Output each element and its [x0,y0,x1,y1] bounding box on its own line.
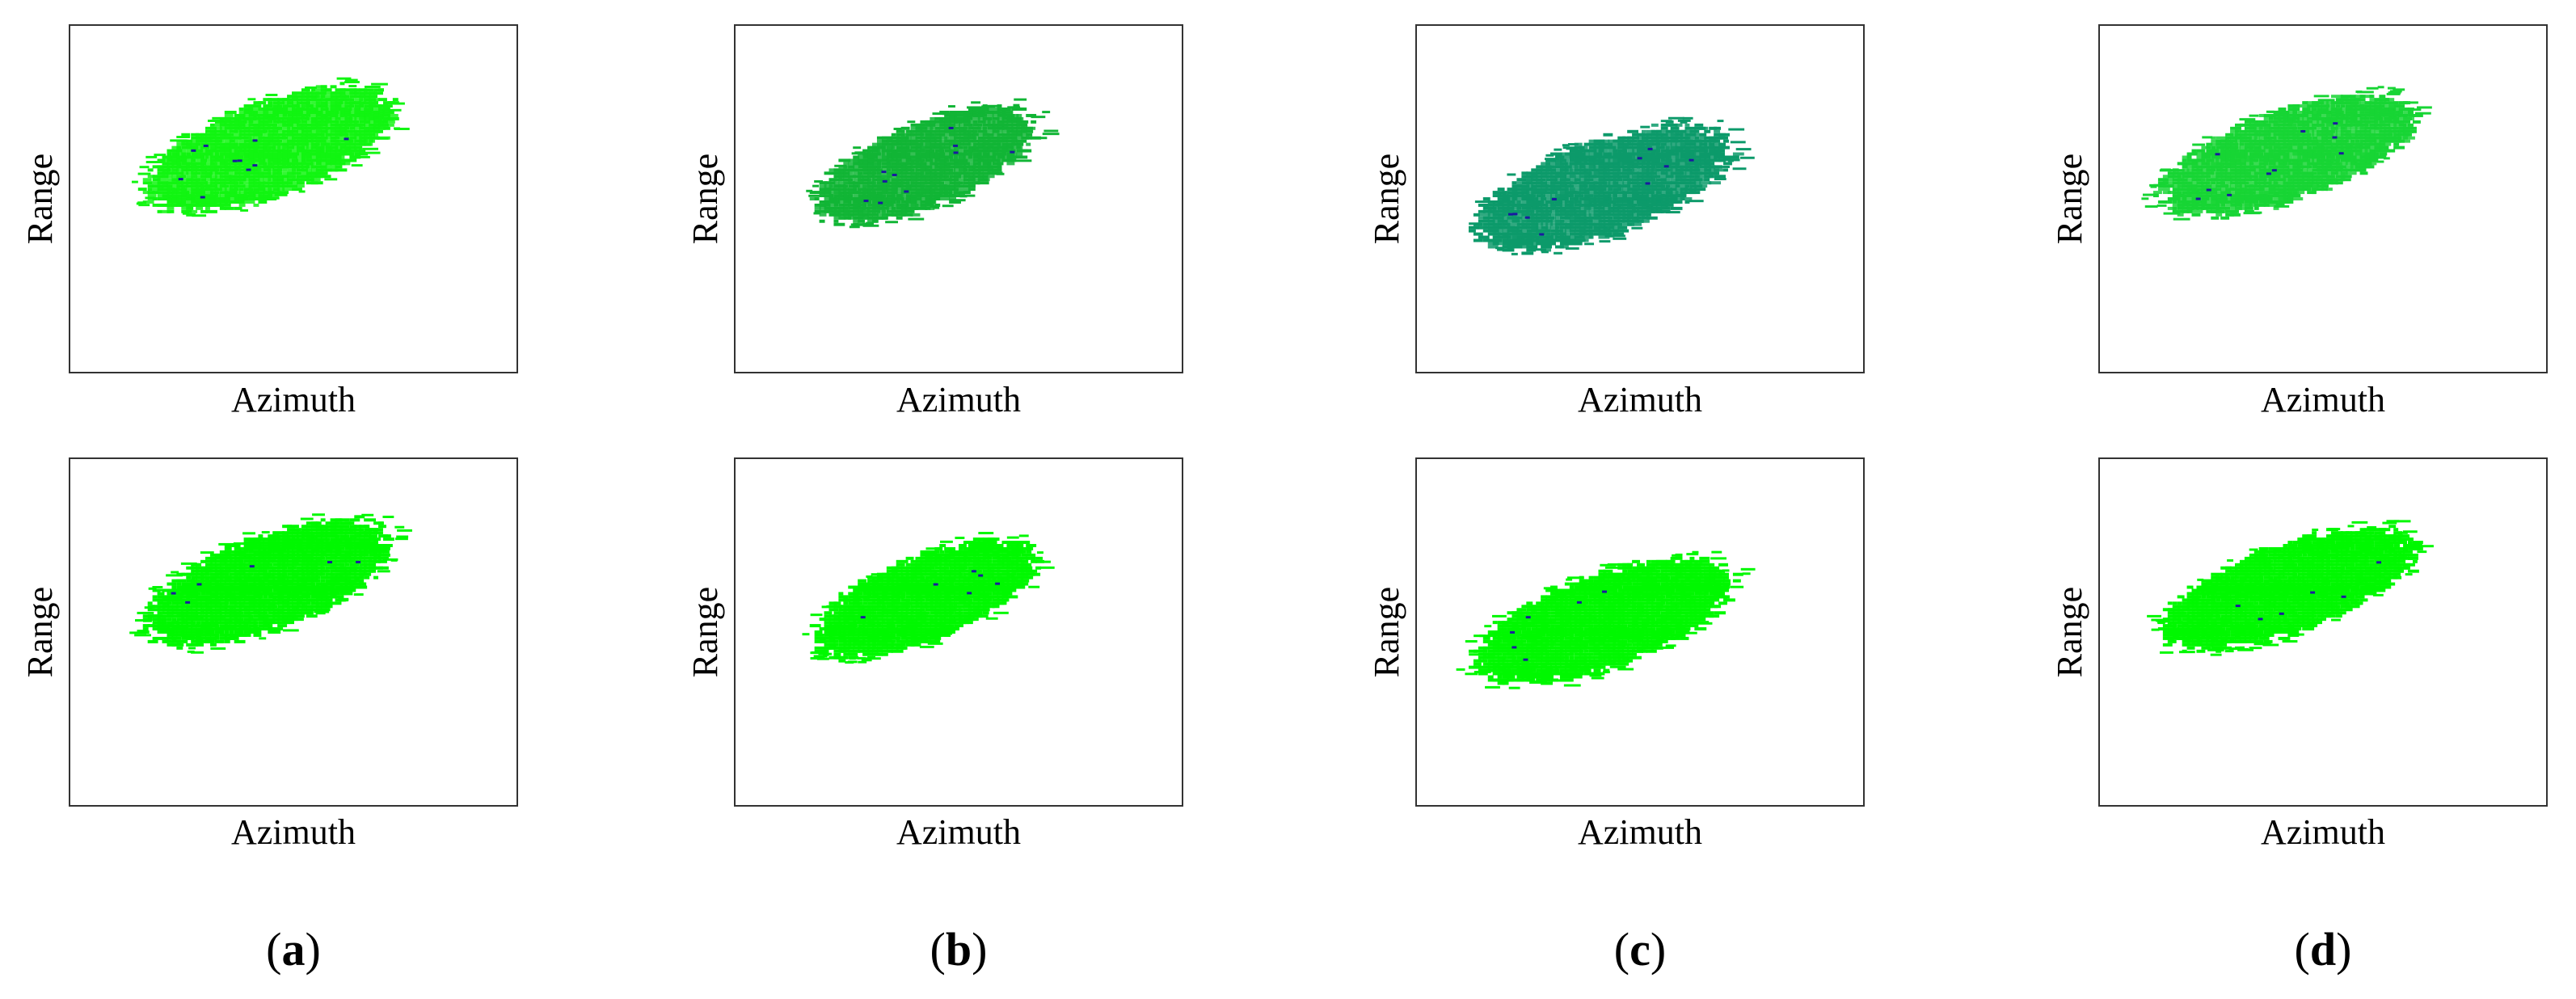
subfigure-label-b: (b) [930,923,988,976]
target-blob [131,77,410,217]
target-blob [1468,116,1755,255]
xlabel-b-bottom: Azimuth [896,812,1021,852]
panel-b-bottom [734,457,1183,807]
ylabel-c-top: Range [1367,153,1406,245]
target-image-c-top [1468,116,1755,255]
ylabel-b-bottom: Range [685,586,725,678]
target-blob [802,532,1055,664]
subfigure-label-c: (c) [1613,923,1667,976]
target-image-a-bottom [129,513,412,654]
panel-a-top [69,24,518,373]
target-image-d-top [2141,86,2432,221]
target-image-b-top [806,98,1060,229]
panel-d-top [2098,24,2548,373]
target-blob [806,98,1060,229]
target-blob [2141,86,2432,221]
target-blob [129,513,412,654]
xlabel-d-bottom: Azimuth [2261,812,2385,852]
ylabel-d-top: Range [2050,153,2089,245]
ylabel-c-bottom: Range [1367,586,1406,678]
subfigure-label-d: (d) [2294,923,2352,976]
ylabel-b-top: Range [685,153,725,245]
subfigure-label-a: (a) [266,923,321,976]
ylabel-a-top: Range [20,153,60,245]
panel-c-bottom [1415,457,1865,807]
target-image-c-bottom [1456,550,1756,689]
target-blob [2147,520,2434,656]
ylabel-a-bottom: Range [20,586,60,678]
panel-b-top [734,24,1183,373]
target-image-d-bottom [2147,520,2434,656]
xlabel-c-top: Azimuth [1578,380,1702,419]
target-image-a-top [131,77,410,217]
panel-c-top [1415,24,1865,373]
target-image-b-bottom [802,532,1055,664]
target-blob [1456,550,1756,689]
ylabel-d-bottom: Range [2050,586,2089,678]
xlabel-d-top: Azimuth [2261,380,2385,419]
panel-a-bottom [69,457,518,807]
xlabel-c-bottom: Azimuth [1578,812,1702,852]
xlabel-a-top: Azimuth [231,380,356,419]
xlabel-b-top: Azimuth [896,380,1021,419]
xlabel-a-bottom: Azimuth [231,812,356,852]
panel-d-bottom [2098,457,2548,807]
